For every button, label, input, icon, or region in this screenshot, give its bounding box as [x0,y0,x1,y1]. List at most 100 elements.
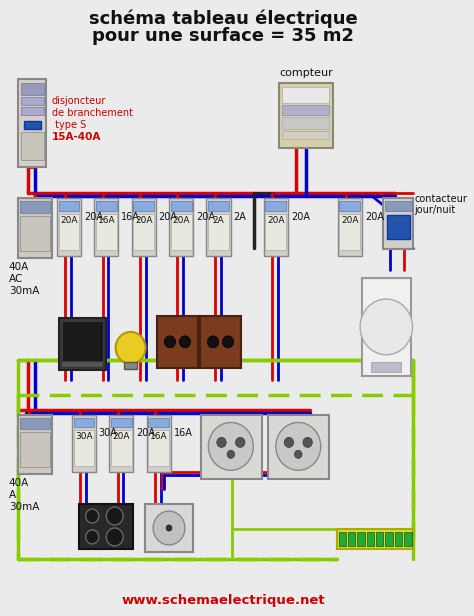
Bar [337,529,413,549]
Text: 20A: 20A [341,216,358,225]
Text: 40A: 40A [9,262,29,272]
Circle shape [217,437,226,447]
Text: 2A: 2A [234,213,246,222]
Bar [371,362,401,371]
Circle shape [360,299,412,355]
Bar [109,415,134,472]
Bar [209,214,229,250]
Circle shape [106,528,123,546]
Bar [124,362,137,369]
Bar [134,214,154,250]
Bar [18,415,52,474]
Text: www.schemaelectrique.net: www.schemaelectrique.net [121,594,325,607]
Circle shape [106,507,123,525]
Bar [157,316,198,368]
Bar [385,201,411,211]
Bar [385,532,393,546]
Bar [20,216,50,251]
Text: 20A: 20A [196,213,215,222]
Text: disjoncteur: disjoncteur [52,96,106,106]
Text: 20A: 20A [267,216,284,225]
Bar [265,201,286,211]
Bar [283,131,329,139]
Bar [283,117,329,129]
Bar [21,107,44,115]
Bar [58,201,79,211]
Bar [200,316,241,368]
Bar [395,532,402,546]
Bar [268,415,329,479]
Bar [58,214,79,250]
Bar [62,321,103,361]
Bar [362,278,410,376]
Bar [339,214,360,250]
Bar [72,415,96,472]
Bar [283,87,329,103]
Bar [134,201,154,211]
Bar [171,214,191,250]
Text: de branchement: de branchement [52,108,133,118]
Bar [96,214,117,250]
Bar [171,201,191,211]
Text: 20A: 20A [136,429,155,439]
Circle shape [227,450,235,458]
Text: 20A: 20A [135,216,153,225]
Bar [387,216,410,239]
Bar [59,318,106,370]
Bar [169,198,193,256]
Circle shape [303,437,312,447]
Text: 16A: 16A [98,216,115,225]
Circle shape [209,423,253,470]
Bar [348,532,356,546]
Text: 20A: 20A [291,213,310,222]
Bar [111,431,132,466]
Bar [73,431,94,466]
Bar [57,198,81,256]
Text: 16A: 16A [173,429,192,439]
Circle shape [222,336,234,348]
Text: 2A: 2A [213,216,225,225]
Bar [62,362,103,367]
Bar [367,532,374,546]
Circle shape [236,437,245,447]
Bar [20,418,50,429]
Circle shape [86,509,99,523]
Bar [18,79,46,167]
Bar [357,532,365,546]
Bar [145,504,193,552]
Bar [21,83,44,95]
Circle shape [116,332,146,363]
Bar [209,201,229,211]
Bar [21,132,44,160]
Text: 20A: 20A [159,213,178,222]
Bar [111,418,132,428]
Bar [21,97,44,105]
Bar [73,418,94,428]
Text: contacteur
jour/nuit: contacteur jour/nuit [414,193,467,215]
Bar [146,415,171,472]
Text: 20A: 20A [365,213,384,222]
Circle shape [179,336,191,348]
Bar [94,198,118,256]
Circle shape [276,423,321,470]
Circle shape [86,530,99,544]
Circle shape [166,525,172,531]
Bar [338,532,346,546]
Text: type S: type S [52,120,86,130]
Bar [79,504,134,549]
Bar [376,532,383,546]
Circle shape [284,437,293,447]
Text: 16A: 16A [150,432,167,442]
Bar [201,415,262,479]
Bar [148,431,169,466]
Text: 30mA: 30mA [9,286,39,296]
Bar [265,214,286,250]
Text: 30A: 30A [99,429,118,439]
Circle shape [208,336,219,348]
Bar [279,83,333,148]
Bar [283,105,329,115]
Bar [148,418,169,428]
Text: A: A [9,490,16,500]
Bar [18,198,52,258]
Bar [339,201,360,211]
